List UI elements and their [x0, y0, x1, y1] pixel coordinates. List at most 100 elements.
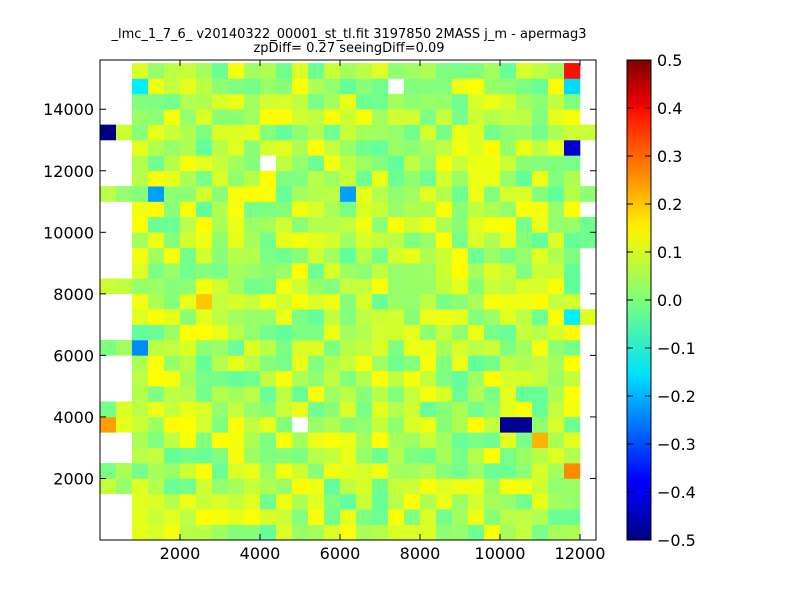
heatmap-cell [388, 340, 405, 356]
heatmap-cell [276, 416, 293, 433]
heatmap-cell [228, 247, 245, 264]
heatmap-cell [308, 109, 325, 125]
heatmap-cell [340, 386, 357, 402]
heatmap-cell [164, 509, 181, 525]
heatmap-cell [420, 93, 437, 110]
heatmap-cell [452, 201, 469, 218]
heatmap-cell [484, 109, 501, 125]
heatmap-cell [404, 324, 421, 341]
heatmap-cell [164, 493, 181, 510]
heatmap-cell [500, 509, 517, 525]
heatmap-cell [212, 293, 229, 310]
heatmap-cell [500, 416, 517, 433]
heatmap-cell [420, 463, 437, 479]
heatmap-cell [324, 278, 341, 295]
heatmap-cell [244, 401, 261, 418]
heatmap-cell [516, 140, 533, 156]
heatmap-cell [132, 524, 149, 540]
heatmap-cell [484, 401, 501, 418]
heatmap-cell [468, 201, 485, 218]
heatmap-cell [436, 278, 453, 295]
heatmap-cell [356, 186, 373, 202]
heatmap-cell [388, 524, 405, 540]
heatmap-cell [516, 124, 533, 141]
heatmap-cell [260, 524, 277, 540]
heatmap-cell [548, 78, 565, 95]
heatmap-cell [244, 78, 261, 95]
heatmap-cell [212, 493, 229, 510]
heatmap-cell [148, 432, 165, 448]
heatmap-cell [276, 386, 293, 402]
heatmap-cell [148, 401, 165, 418]
heatmap-cell [324, 463, 341, 479]
heatmap-cell [532, 432, 549, 448]
heatmap-cell [132, 155, 149, 172]
heatmap-cell [276, 140, 293, 156]
heatmap-cell [388, 216, 405, 233]
heatmap-cell [292, 93, 309, 110]
heatmap-cell [148, 524, 165, 540]
heatmap-cell [244, 278, 261, 295]
heatmap-cell [564, 78, 581, 95]
heatmap-cell [388, 232, 405, 248]
heatmap-cell [564, 263, 581, 279]
heatmap-cell [388, 293, 405, 310]
heatmap-cell [564, 124, 581, 141]
heatmap-cell [148, 201, 165, 218]
heatmap-cell [276, 216, 293, 233]
heatmap-cell [212, 232, 229, 248]
heatmap-cell [196, 524, 213, 540]
heatmap-cell [324, 201, 341, 218]
heatmap-cell [564, 432, 581, 448]
heatmap-cell [292, 216, 309, 233]
heatmap-cell [484, 324, 501, 341]
heatmap-cell [212, 324, 229, 341]
heatmap-cell [404, 509, 421, 525]
heatmap-cell [324, 309, 341, 325]
heatmap-cell [308, 247, 325, 264]
heatmap-cell [132, 309, 149, 325]
heatmap-cell [404, 186, 421, 202]
heatmap-cell [564, 232, 581, 248]
heatmap-cell [420, 124, 437, 141]
heatmap-cell [292, 293, 309, 310]
heatmap-cell [116, 340, 133, 356]
heatmap-cell [180, 293, 197, 310]
heatmap-cell [100, 401, 117, 418]
x-tick-label: 12000 [555, 544, 606, 563]
heatmap-cell [308, 355, 325, 372]
heatmap-cell [324, 140, 341, 156]
heatmap-cell [260, 478, 277, 495]
heatmap-cell [468, 524, 485, 540]
heatmap-cell [452, 493, 469, 510]
heatmap-cell [388, 416, 405, 433]
heatmap-cell [452, 524, 469, 540]
heatmap-cell [484, 355, 501, 372]
colorbar-tick-label: 0.0 [657, 291, 682, 310]
heatmap-cell [372, 186, 389, 202]
heatmap-cell [452, 78, 469, 95]
heatmap-cell [420, 401, 437, 418]
heatmap-cell [356, 63, 373, 79]
heatmap-cell [132, 324, 149, 341]
heatmap-cell [484, 232, 501, 248]
heatmap-cell [484, 386, 501, 402]
heatmap-cell [564, 293, 581, 310]
heatmap-cell [356, 232, 373, 248]
heatmap-cell [260, 124, 277, 141]
heatmap-cell [564, 63, 581, 79]
heatmap-cell [548, 355, 565, 372]
heatmap-cell [228, 401, 245, 418]
heatmap-cell [452, 432, 469, 448]
heatmap-cell [340, 416, 357, 433]
heatmap-cell [180, 93, 197, 110]
heatmap-cell [532, 201, 549, 218]
heatmap-cell [260, 186, 277, 202]
heatmap-cell [356, 401, 373, 418]
heatmap-cell [468, 93, 485, 110]
heatmap-cell [436, 263, 453, 279]
heatmap-cell [260, 140, 277, 156]
heatmap-cell [324, 78, 341, 95]
heatmap-cell [452, 247, 469, 264]
heatmap-cell [436, 170, 453, 187]
